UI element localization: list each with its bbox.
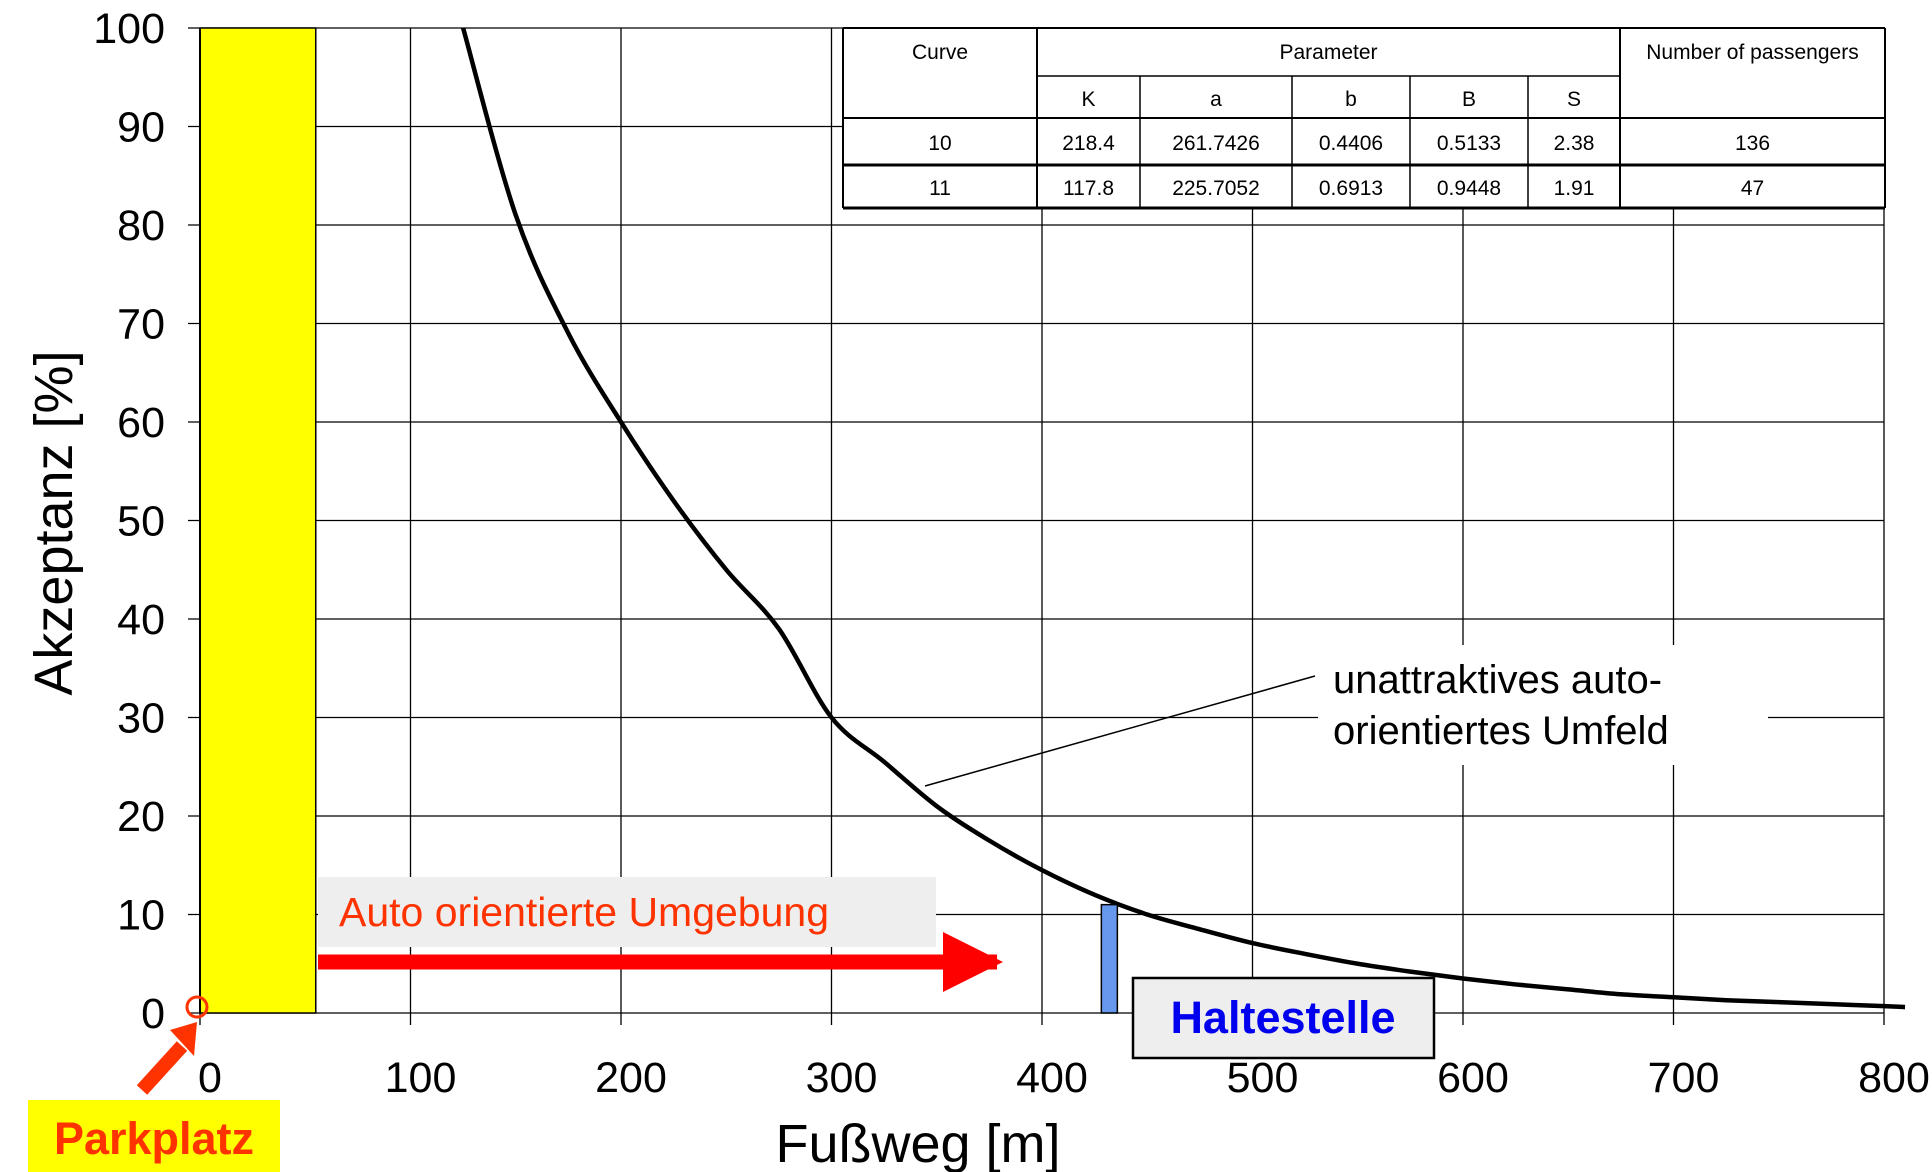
table-param-name: a (1210, 88, 1222, 111)
acceptance-curve (460, 27, 1906, 1010)
x-tick-label: 600 (1437, 1054, 1509, 1102)
parking-label-box (28, 1100, 280, 1172)
parking-point-icon (185, 995, 209, 1019)
stop-label-box (1131, 976, 1436, 1060)
table-cell-param: 1.91 (1554, 177, 1595, 200)
y-tick-label: 80 (117, 202, 165, 250)
table-cell-param: 0.5133 (1437, 132, 1501, 155)
table-cell-passengers: 136 (1735, 132, 1770, 155)
table-cell-param: 117.8 (1063, 177, 1114, 200)
stop-label: Haltestelle (1170, 992, 1395, 1043)
environment-label: Auto orientierte Umgebung (339, 889, 829, 935)
x-tick-label: 400 (1016, 1054, 1088, 1102)
table-cell-param: 225.7052 (1172, 177, 1260, 200)
curve-label-line1: unattraktives auto- (1333, 658, 1662, 702)
curve-label-leader (924, 675, 1316, 787)
table-cell-param: 0.6913 (1319, 177, 1383, 200)
curve-label-bg (1318, 645, 1768, 765)
table-header-curve: Curve (912, 41, 968, 64)
table-cell-param: 0.4406 (1319, 132, 1383, 155)
table-header-passengers: Number of passengers (1646, 41, 1858, 64)
y-tick-label: 20 (117, 793, 165, 841)
x-axis-title: Fußweg [m] (775, 1114, 1060, 1172)
y-tick-label: 40 (117, 596, 165, 644)
table-cell-curve: 10 (928, 132, 951, 155)
table-param-name: b (1345, 88, 1357, 111)
y-tick-label: 0 (141, 990, 165, 1038)
table-cell-curve: 11 (929, 177, 951, 200)
y-tick-label: 90 (117, 104, 165, 152)
parameter-table: Curve Parameter Number of passengers K a b B S 1… (842, 27, 1886, 210)
y-tick-label: 50 (117, 498, 165, 546)
y-tick-label: 60 (117, 399, 165, 447)
x-tick-label: 800 (1858, 1054, 1930, 1102)
table-param-name: S (1567, 88, 1581, 111)
y-tick-label: 10 (117, 892, 165, 940)
table-cell-param: 0.9448 (1437, 177, 1501, 200)
curve-label-line2: orientiertes Umfeld (1333, 709, 1669, 753)
table-param-name: B (1462, 88, 1476, 111)
bus-stop-marker (1100, 903, 1119, 1014)
y-tick-label: 100 (93, 5, 165, 53)
x-tick-labels: 0 100 200 300 400 500 600 700 800 (198, 1054, 1930, 1102)
x-tick-label: 500 (1227, 1054, 1299, 1102)
y-axis-title: Akzeptanz [%] (24, 350, 84, 695)
x-tick-label: 300 (806, 1054, 878, 1102)
y-tick-labels: 0 10 20 30 40 50 60 70 80 90 100 (93, 5, 165, 1038)
parking-arrow (136, 1041, 188, 1095)
table-cell-param: 2.38 (1554, 132, 1595, 155)
y-tick-label: 30 (117, 695, 165, 743)
table-cell-passengers: 47 (1741, 177, 1764, 200)
table-header-parameter: Parameter (1279, 41, 1377, 64)
table-cell-param: 218.4 (1062, 132, 1115, 155)
x-tick-label: 100 (385, 1054, 457, 1102)
parking-label: Parkplatz (54, 1113, 254, 1164)
parking-zone-bar (199, 27, 317, 1014)
table-cell-param: 261.7426 (1172, 132, 1260, 155)
y-tick-label: 70 (117, 301, 165, 349)
table-param-name: K (1081, 88, 1095, 111)
parking-arrow-head-icon (170, 1022, 197, 1056)
x-tick-label: 700 (1648, 1054, 1720, 1102)
x-tick-label: 0 (198, 1054, 222, 1102)
environment-label-box (318, 877, 936, 947)
x-tick-label: 200 (595, 1054, 667, 1102)
